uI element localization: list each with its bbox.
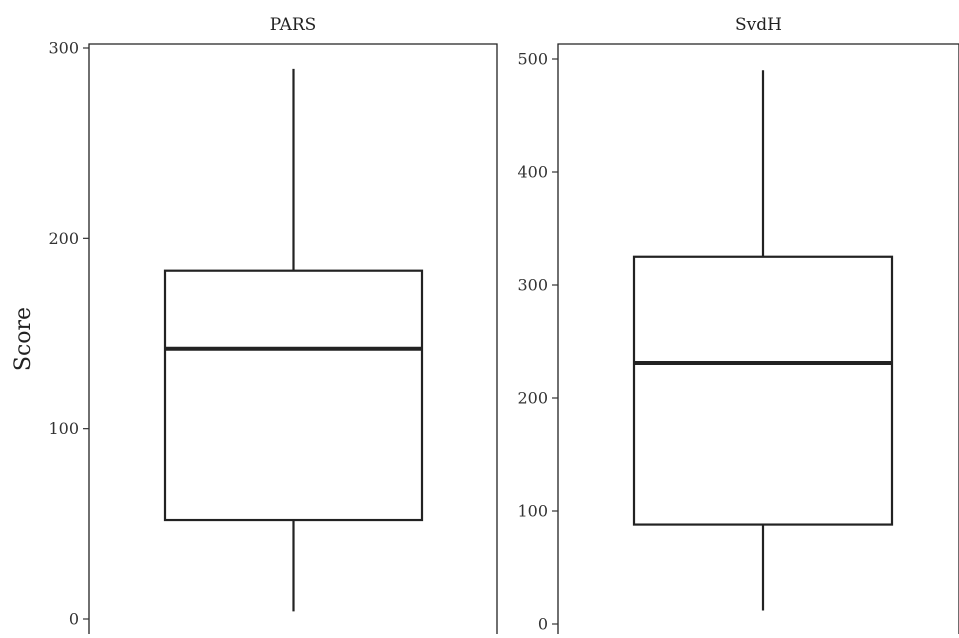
y-tick-label: 300 — [48, 39, 79, 58]
panels-layer: PARS 0 100 200 300 SvdH 0 100 200 300 400 500 — [48, 15, 959, 634]
panel-title: PARS — [270, 15, 317, 35]
y-tick-label: 100 — [48, 419, 79, 438]
y-tick-label: 400 — [517, 163, 548, 182]
panel-frame — [88, 43, 498, 634]
iqr-box — [163, 269, 424, 522]
y-tick-label: 100 — [517, 502, 548, 521]
panel-svdh: SvdH 0 100 200 300 400 500 — [517, 15, 959, 634]
y-tick-label: 200 — [48, 229, 79, 248]
y-axis-title: Score — [11, 307, 36, 371]
panel-title: SvdH — [735, 15, 782, 35]
y-tick-label: 500 — [517, 50, 548, 69]
y-tick-label: 200 — [517, 389, 548, 408]
y-tick-label: 300 — [517, 276, 548, 295]
panel-frame — [557, 43, 959, 634]
iqr-box — [632, 255, 894, 526]
y-tick-label: 0 — [538, 615, 548, 634]
panel-pars: PARS 0 100 200 300 — [48, 15, 498, 634]
y-tick-label: 0 — [69, 610, 79, 629]
